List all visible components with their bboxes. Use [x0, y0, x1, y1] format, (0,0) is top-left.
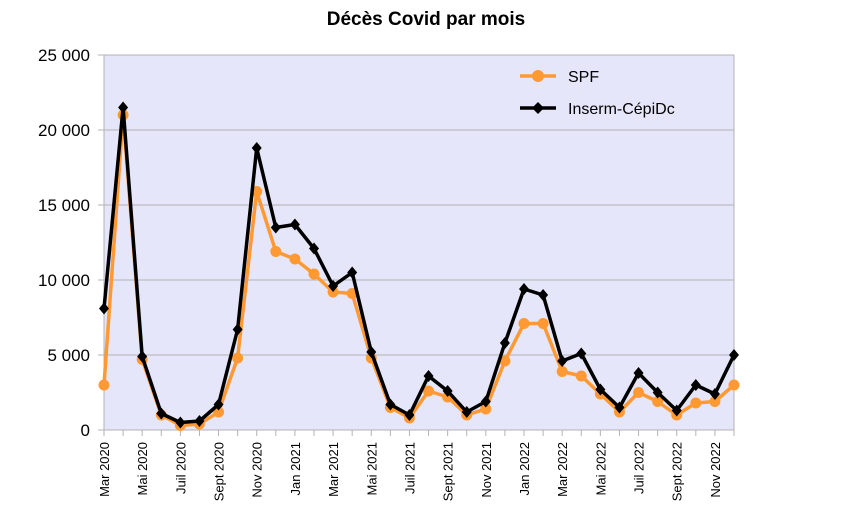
data-point	[576, 347, 587, 360]
x-tick-label: Mar 2022	[555, 442, 570, 497]
data-point	[480, 395, 491, 408]
data-point	[671, 404, 682, 417]
x-tick-label: Juil 2020	[173, 442, 188, 494]
data-point	[118, 101, 129, 114]
data-point	[213, 398, 224, 411]
data-point	[194, 415, 205, 427]
data-point	[652, 396, 664, 407]
series-group	[98, 101, 740, 431]
data-point	[308, 268, 320, 280]
x-tick-label: Sept 2021	[441, 442, 456, 501]
data-point	[690, 379, 701, 391]
legend-swatch-marker	[532, 102, 544, 114]
data-point	[289, 253, 301, 265]
x-tick-label: Sept 2020	[212, 442, 227, 501]
data-point	[518, 318, 530, 329]
data-point	[728, 379, 740, 391]
y-tick-label: 5 000	[47, 346, 90, 365]
data-point	[404, 409, 415, 421]
series-line	[102, 105, 736, 425]
data-point	[461, 406, 472, 418]
legend-label: SPF	[568, 69, 599, 86]
y-tick-label: 20 000	[38, 121, 90, 140]
x-axis-ticks: Mar 2020 Mai 2020 Juil 2020 Sept 2020 Nov 20…	[97, 430, 735, 501]
legend: SPF Inserm-CépiDc	[520, 69, 675, 118]
data-point	[309, 242, 319, 255]
x-tick-label: Nov 2021	[479, 442, 494, 498]
x-tick-label: Nov 2020	[250, 442, 265, 498]
data-point	[556, 366, 568, 377]
data-point	[690, 397, 702, 409]
data-point	[232, 323, 243, 336]
data-point	[709, 388, 720, 400]
y-tick-label: 15 000	[38, 196, 90, 215]
data-point	[575, 370, 587, 382]
series-line	[102, 113, 736, 428]
data-point	[442, 385, 453, 397]
x-tick-label: Mar 2021	[326, 442, 341, 497]
x-tick-label: Mai 2020	[135, 442, 150, 495]
data-point	[156, 407, 167, 420]
data-point	[652, 386, 663, 399]
data-point	[213, 406, 225, 418]
data-point	[423, 370, 434, 382]
data-point	[270, 246, 282, 257]
data-point	[347, 266, 358, 279]
data-point	[499, 355, 511, 367]
plot-area	[104, 55, 734, 430]
data-point	[98, 379, 110, 391]
legend-item: SPF	[520, 69, 599, 86]
x-tick-label: Mar 2020	[97, 442, 112, 497]
data-point	[633, 367, 644, 379]
grid	[104, 54, 734, 356]
data-point	[175, 416, 186, 429]
data-point	[614, 401, 625, 414]
data-point	[328, 280, 339, 292]
x-tick-label: Juil 2022	[632, 442, 647, 494]
data-point	[538, 289, 549, 301]
data-point	[480, 403, 492, 415]
chart-title: Décès Covid par mois	[327, 9, 526, 30]
legend-item: Inserm-CépiDc	[520, 101, 675, 118]
data-point	[595, 383, 606, 396]
x-tick-label: Mai 2021	[364, 442, 379, 495]
data-point	[423, 385, 435, 397]
x-tick-label: Sept 2022	[670, 442, 685, 501]
data-point	[99, 302, 109, 315]
data-point	[537, 318, 549, 329]
data-point	[289, 218, 300, 231]
x-tick-label: Jan 2022	[517, 442, 532, 496]
x-tick-label: Juil 2021	[402, 442, 417, 494]
data-point	[385, 398, 396, 411]
data-point	[633, 387, 645, 398]
legend-swatch-marker	[532, 70, 544, 82]
x-tick-label: Mai 2022	[593, 442, 608, 495]
x-tick-label: Nov 2022	[708, 442, 723, 498]
data-point	[519, 283, 529, 295]
series-inserm-cepidc	[99, 101, 739, 429]
data-point	[137, 350, 148, 363]
y-axis-ticks: 0 5 000 10 000 15 000 20 000 25 000	[38, 46, 104, 440]
data-point	[709, 396, 721, 407]
data-point	[251, 142, 262, 154]
data-point	[270, 221, 281, 234]
y-tick-label: 25 000	[38, 46, 90, 65]
x-tick-label: Jan 2021	[288, 442, 303, 496]
data-point	[557, 355, 568, 367]
legend-label: Inserm-CépiDc	[568, 101, 675, 118]
data-point	[499, 337, 510, 349]
y-tick-label: 0	[81, 421, 90, 440]
data-point	[729, 349, 739, 361]
data-point	[232, 352, 244, 364]
data-point	[366, 346, 377, 358]
y-tick-label: 10 000	[38, 271, 90, 290]
